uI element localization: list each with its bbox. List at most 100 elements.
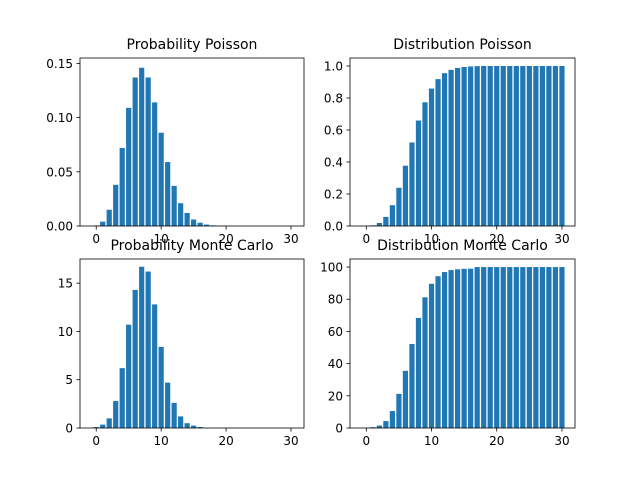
x-tick-label: 20 [218, 434, 233, 448]
bar [435, 276, 441, 428]
bar [165, 382, 171, 428]
bar [383, 421, 389, 428]
x-tick-label: 0 [362, 232, 370, 246]
chart-panel-2: 0 10 20 30 0.0 0.2 0.4 0.6 0.8 1.0 Distribution Po… [324, 37, 576, 246]
bar [389, 411, 395, 428]
bar [539, 267, 545, 428]
bar [526, 66, 532, 226]
bar [455, 269, 461, 428]
x-tick-label: 30 [283, 434, 298, 448]
bar [546, 267, 552, 428]
bar [106, 209, 112, 226]
bar [376, 425, 382, 428]
bar [546, 66, 552, 226]
bar [474, 267, 480, 428]
chart-title: Distribution Poisson [393, 37, 532, 53]
bar [106, 418, 112, 428]
bar [500, 267, 506, 428]
bar [402, 165, 409, 226]
bar [100, 221, 106, 226]
x-tick-label: 30 [283, 232, 298, 246]
bar [113, 184, 119, 226]
bar [178, 416, 184, 428]
y-tick-label: 0.05 [46, 165, 73, 179]
chart-panel-4: 0 10 20 30 0 20 40 60 80 100 Distribution Monte Ca… [320, 238, 576, 448]
bar [126, 324, 132, 428]
bar [520, 66, 526, 226]
y-tick-label: 0 [65, 422, 73, 436]
x-tick-label: 20 [489, 232, 504, 246]
chart-title: Probability Poisson [127, 37, 258, 53]
bar [191, 425, 197, 428]
y-tick-label: 10 [58, 325, 73, 339]
bar [559, 66, 565, 226]
bar [402, 370, 409, 428]
bar [415, 317, 422, 428]
bar [422, 102, 428, 226]
bar [119, 368, 125, 428]
x-tick-label: 30 [554, 434, 569, 448]
y-tick-label: 15 [58, 277, 73, 291]
bar [93, 427, 99, 428]
bar [171, 402, 177, 428]
bar [158, 132, 164, 226]
y-tick-label: 5 [65, 373, 73, 387]
bar [113, 400, 119, 428]
bar [500, 66, 506, 226]
bar [539, 66, 545, 226]
bar [474, 66, 480, 226]
bar [415, 120, 422, 226]
y-tick-label: 0.8 [324, 92, 343, 106]
x-tick-label: 10 [154, 232, 169, 246]
bar [520, 267, 526, 428]
bar [165, 162, 171, 226]
y-tick-label: 1.0 [324, 60, 343, 74]
bar [139, 67, 145, 226]
bar [132, 77, 138, 226]
bar [383, 216, 389, 226]
y-tick-label: 0.15 [46, 57, 73, 71]
bar [448, 270, 454, 428]
y-tick-label: 80 [328, 293, 343, 307]
bar [139, 266, 145, 428]
y-tick-label: 20 [328, 389, 343, 403]
x-tick-label: 10 [424, 434, 439, 448]
bar [559, 267, 565, 428]
chart-title: Distribution Monte Carlo [377, 238, 548, 254]
bar [204, 224, 210, 226]
bar [152, 102, 158, 226]
chart-panel-3: 0 10 20 30 0 5 10 15 Probability Monte Carlo [58, 238, 305, 448]
bar [461, 268, 467, 428]
bar [494, 267, 500, 428]
bar [441, 73, 448, 226]
y-tick-label: 0.0 [324, 220, 343, 234]
bar [171, 185, 177, 226]
y-tick-label: 0.00 [46, 220, 73, 234]
bar [119, 147, 125, 226]
bar [507, 267, 513, 428]
bar [152, 304, 158, 428]
y-tick-label: 60 [328, 325, 343, 339]
bar [487, 66, 493, 226]
y-tick-label: 100 [320, 261, 343, 275]
y-tick-label: 40 [328, 357, 343, 371]
y-tick-label: 0 [335, 422, 343, 436]
y-tick-label: 0.6 [324, 124, 343, 138]
bar [513, 267, 519, 428]
axes-frame [79, 57, 305, 227]
chart-panel-1: 0 10 20 30 0.00 0.05 0.10 0.15 Probability Poiss… [46, 37, 305, 246]
bar [468, 66, 474, 226]
x-tick-label: 0 [362, 434, 370, 448]
bar [158, 346, 164, 428]
x-tick-label: 0 [92, 434, 100, 448]
bar [396, 393, 402, 428]
bar [428, 283, 435, 428]
bar [145, 271, 151, 428]
x-tick-label: 20 [489, 434, 504, 448]
bar [184, 212, 190, 226]
bar [552, 267, 559, 428]
axes-frame [349, 57, 576, 227]
bar [428, 88, 435, 226]
bar [376, 222, 382, 226]
